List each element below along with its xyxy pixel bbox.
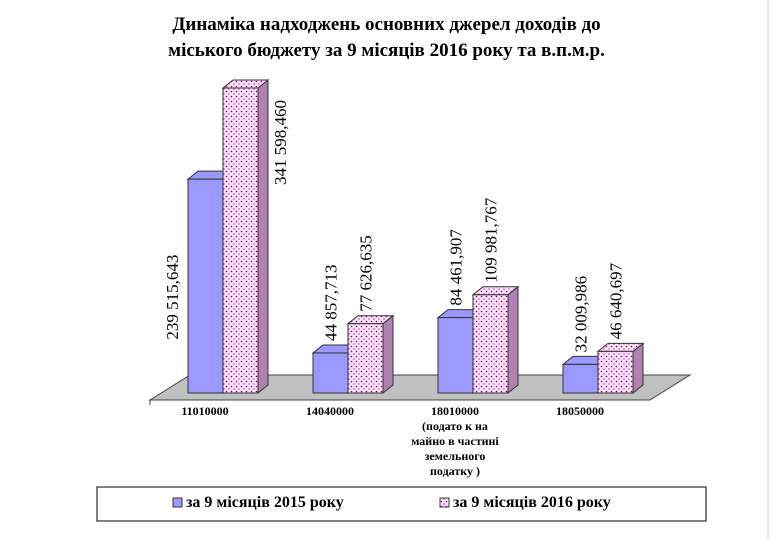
x-tick-label: 11010000 — [181, 404, 229, 418]
value-label: 44 857,713 — [321, 264, 340, 341]
value-label: 84 461,907 — [446, 229, 465, 306]
value-label: 77 626,635 — [356, 235, 375, 312]
value-label: 109 981,767 — [481, 197, 500, 283]
bar — [221, 78, 270, 395]
bar — [346, 314, 395, 395]
legend-swatch — [439, 497, 450, 508]
bar — [596, 342, 645, 395]
value-label: 32 009,986 — [571, 276, 590, 353]
chart-title: Динаміка надходжень основних джерел дохо… — [168, 14, 605, 61]
value-label: 46 640,697 — [606, 262, 625, 339]
bar-front — [187, 178, 224, 394]
bar-front — [562, 363, 599, 394]
value-label: 341 598,460 — [271, 100, 290, 185]
x-tick-label: 18050000 — [556, 404, 604, 418]
bar-side — [382, 314, 394, 395]
bar-front — [222, 87, 259, 394]
x-tick-label: 18010000 (подато к на майно в частині зе… — [411, 404, 499, 478]
legend-swatch — [172, 497, 183, 508]
value-label: 239 515,643 — [163, 255, 182, 340]
bar — [471, 285, 520, 395]
bar-front — [472, 294, 509, 394]
legend-label: за 9 місяців 2015 року — [186, 494, 344, 511]
bar-side — [507, 285, 519, 395]
bar-front — [312, 352, 349, 394]
floor — [148, 374, 692, 401]
bar-front — [437, 317, 474, 394]
x-tick-label: 14040000 — [306, 404, 354, 418]
bar-side — [632, 342, 644, 395]
legend-label: за 9 місяців 2016 року — [453, 494, 611, 511]
bar-front — [347, 323, 384, 394]
bar-front — [597, 350, 634, 394]
legend-box — [96, 486, 707, 522]
bar-side — [257, 78, 269, 395]
